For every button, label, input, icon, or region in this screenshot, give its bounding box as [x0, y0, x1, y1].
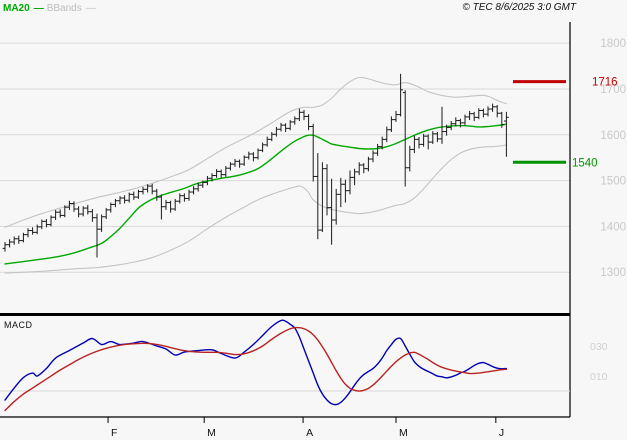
- price-axis-labels: 1800 1700 1600 1500 1400 1300: [600, 38, 626, 279]
- macd-signal-line: [4, 326, 508, 412]
- legend-ma20-swatch: —: [33, 3, 44, 14]
- ma20-line: [4, 123, 508, 265]
- bollinger-upper-line: [4, 76, 507, 228]
- svg-text:1800: 1800: [600, 38, 626, 50]
- price-levels: 1716 1540: [513, 77, 618, 169]
- panel-borders: [0, 22, 571, 418]
- macd-panel-label: MACD: [4, 320, 33, 330]
- ohlc-bars: [2, 73, 509, 258]
- svg-text:M: M: [207, 427, 216, 439]
- chart-legend: MA20 — BBands —: [3, 3, 96, 15]
- svg-text:010: 010: [590, 371, 608, 383]
- macd-panel: 030 010: [0, 319, 608, 412]
- legend-ma20-label: MA20: [3, 3, 30, 14]
- svg-text:A: A: [306, 427, 313, 439]
- svg-text:M: M: [399, 427, 408, 439]
- svg-text:1500: 1500: [600, 176, 626, 188]
- svg-text:1700: 1700: [600, 84, 626, 96]
- price-gridlines: [0, 42, 570, 273]
- svg-text:1300: 1300: [600, 267, 626, 279]
- bollinger-bands: [4, 76, 507, 274]
- legend-bbands-swatch: —: [85, 3, 96, 14]
- svg-text:030: 030: [590, 341, 608, 353]
- bollinger-lower-line: [4, 144, 507, 274]
- svg-text:F: F: [111, 427, 117, 439]
- svg-text:1540: 1540: [572, 157, 598, 169]
- svg-text:1600: 1600: [600, 130, 626, 142]
- svg-text:1400: 1400: [600, 221, 626, 233]
- legend-bbands-label: BBands: [46, 3, 82, 14]
- svg-text:1716: 1716: [592, 77, 618, 89]
- macd-line: [4, 319, 508, 406]
- svg-text:J: J: [499, 427, 504, 439]
- copyright-text: © TEC 8/6/2025 3:0 GMT: [462, 2, 576, 13]
